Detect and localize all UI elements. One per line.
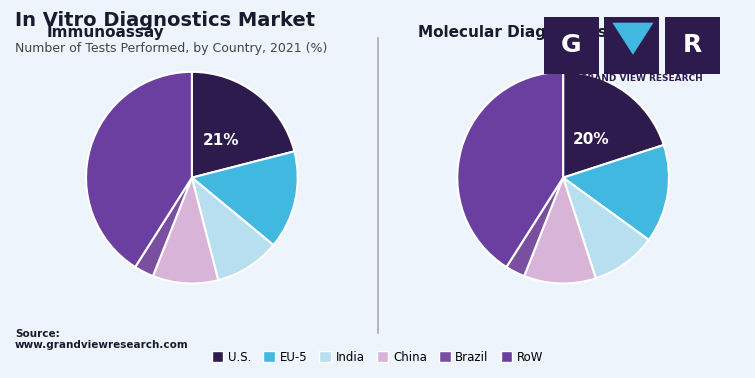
Wedge shape bbox=[563, 178, 649, 278]
Wedge shape bbox=[563, 72, 664, 178]
FancyBboxPatch shape bbox=[544, 17, 599, 74]
Text: 20%: 20% bbox=[573, 132, 609, 147]
Wedge shape bbox=[192, 151, 297, 245]
Wedge shape bbox=[86, 72, 192, 267]
Wedge shape bbox=[507, 178, 563, 276]
FancyBboxPatch shape bbox=[665, 17, 720, 74]
Wedge shape bbox=[153, 178, 218, 284]
Wedge shape bbox=[135, 178, 192, 276]
Text: 21%: 21% bbox=[203, 133, 239, 147]
Wedge shape bbox=[192, 72, 294, 178]
Wedge shape bbox=[192, 178, 273, 280]
Wedge shape bbox=[458, 72, 563, 267]
Text: Source:
www.grandviewresearch.com: Source: www.grandviewresearch.com bbox=[15, 329, 189, 350]
FancyBboxPatch shape bbox=[605, 17, 659, 74]
Wedge shape bbox=[524, 178, 596, 284]
Text: Number of Tests Performed, by Country, 2021 (%): Number of Tests Performed, by Country, 2… bbox=[15, 42, 328, 54]
Polygon shape bbox=[612, 23, 654, 55]
Wedge shape bbox=[563, 145, 669, 240]
Text: Immunoassay: Immunoassay bbox=[46, 25, 164, 40]
Text: G: G bbox=[561, 33, 581, 57]
Text: Molecular Diagnostics: Molecular Diagnostics bbox=[418, 25, 606, 40]
Text: R: R bbox=[683, 33, 702, 57]
Text: GRAND VIEW RESEARCH: GRAND VIEW RESEARCH bbox=[581, 74, 703, 83]
Text: In Vitro Diagnostics Market: In Vitro Diagnostics Market bbox=[15, 11, 316, 30]
Legend: U.S., EU-5, India, China, Brazil, RoW: U.S., EU-5, India, China, Brazil, RoW bbox=[207, 346, 548, 368]
